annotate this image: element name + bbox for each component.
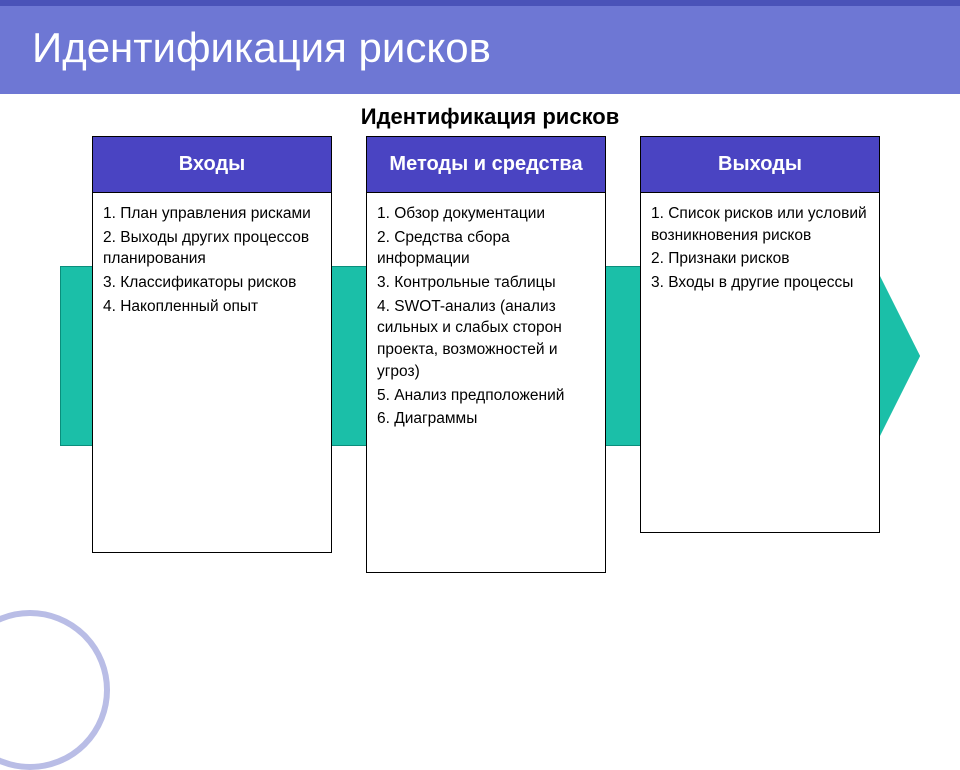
diagram-title: Идентификация рисков (60, 104, 920, 130)
slide-title: Идентификация рисков (32, 24, 960, 72)
column-header: Входы (92, 136, 332, 193)
list-item: 2. Признаки рисков (651, 248, 869, 270)
columns-container: Входы 1. План управления рисками 2. Выхо… (92, 136, 880, 573)
column-methods: Методы и средства 1. Обзор документации … (366, 136, 606, 573)
list-item: 1. План управления рисками (103, 203, 321, 225)
list-item: 4. SWOT-анализ (анализ сильных и слабых … (377, 296, 595, 383)
column-header: Методы и средства (366, 136, 606, 193)
list-item: 3. Классификаторы рисков (103, 272, 321, 294)
column-inputs: Входы 1. План управления рисками 2. Выхо… (92, 136, 332, 573)
list-item: 2. Выходы других процессов планирования (103, 227, 321, 270)
list-item: 1. Список рисков или условий возникновен… (651, 203, 869, 246)
slide-header: Идентификация рисков (0, 0, 960, 94)
column-header: Выходы (640, 136, 880, 193)
list-item: 3. Контрольные таблицы (377, 272, 595, 294)
column-body: 1. Обзор документации 2. Средства сбора … (366, 193, 606, 573)
decorative-arc (0, 610, 110, 770)
process-arrow-diagram: Входы 1. План управления рисками 2. Выхо… (60, 136, 920, 596)
list-item: 3. Входы в другие процессы (651, 272, 869, 294)
column-body: 1. План управления рисками 2. Выходы дру… (92, 193, 332, 553)
content-area: Идентификация рисков Входы 1. План управ… (0, 94, 960, 596)
list-item: 1. Обзор документации (377, 203, 595, 225)
column-body: 1. Список рисков или условий возникновен… (640, 193, 880, 533)
column-outputs: Выходы 1. Список рисков или условий возн… (640, 136, 880, 573)
list-item: 6. Диаграммы (377, 408, 595, 430)
list-item: 2. Средства сбора информации (377, 227, 595, 270)
list-item: 4. Накопленный опыт (103, 296, 321, 318)
list-item: 5. Анализ предположений (377, 385, 595, 407)
